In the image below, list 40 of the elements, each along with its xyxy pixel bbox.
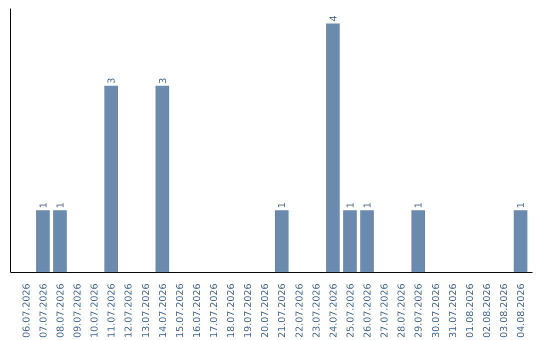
- x-tick-label: 10.07.2026: [90, 283, 101, 338]
- x-tick-label: 28.07.2026: [396, 283, 408, 338]
- x-tick-label: 01.08.2026: [464, 283, 476, 338]
- x-tick-label: 20.07.2026: [260, 283, 272, 338]
- data-label: 3: [158, 78, 169, 84]
- x-tick-label: 08.07.2026: [55, 283, 66, 338]
- data-label: 1: [38, 202, 50, 208]
- x-tick-label: 26.07.2026: [362, 283, 374, 338]
- x-tick-label: 02.08.2026: [482, 283, 493, 338]
- data-label: 1: [55, 202, 66, 208]
- x-tick-label: 25.07.2026: [345, 283, 356, 338]
- x-tick-label: 31.07.2026: [448, 283, 459, 338]
- data-label: 1: [277, 202, 288, 208]
- x-tick-label: 18.07.2026: [226, 283, 238, 338]
- x-tick-label: 07.07.2026: [38, 283, 50, 338]
- x-tick-label: 09.07.2026: [72, 283, 84, 338]
- x-tick-label: 14.07.2026: [158, 283, 169, 338]
- x-tick-label: 22.07.2026: [294, 283, 306, 338]
- x-tick-label: 13.07.2026: [140, 283, 152, 338]
- x-tick-label: 30.07.2026: [430, 283, 442, 338]
- data-label: 3: [106, 78, 118, 84]
- data-label: 1: [414, 202, 425, 208]
- data-label: 1: [516, 202, 528, 208]
- x-tick-label: 21.07.2026: [277, 283, 288, 338]
- x-tick-label: 12.07.2026: [124, 283, 135, 338]
- data-label: 4: [328, 15, 340, 22]
- x-tick-label: 04.08.2026: [516, 283, 528, 338]
- x-tick-label: 29.07.2026: [414, 283, 425, 338]
- x-tick-label: 17.07.2026: [209, 283, 220, 338]
- x-tick-label: 19.07.2026: [243, 283, 254, 338]
- x-tick-label: 24.07.2026: [328, 283, 340, 338]
- x-tick-label: 11.07.2026: [106, 283, 118, 338]
- x-tick-label: 23.07.2026: [311, 283, 322, 338]
- x-tick-label: 03.08.2026: [499, 283, 510, 338]
- x-tick-label: 27.07.2026: [380, 283, 391, 338]
- x-tick-label: 06.07.2026: [21, 283, 32, 338]
- x-tick-label: 16.07.2026: [192, 283, 203, 338]
- x-tick-label: 15.07.2026: [174, 283, 186, 338]
- data-label: 1: [362, 202, 374, 208]
- data-label: 1: [345, 202, 356, 208]
